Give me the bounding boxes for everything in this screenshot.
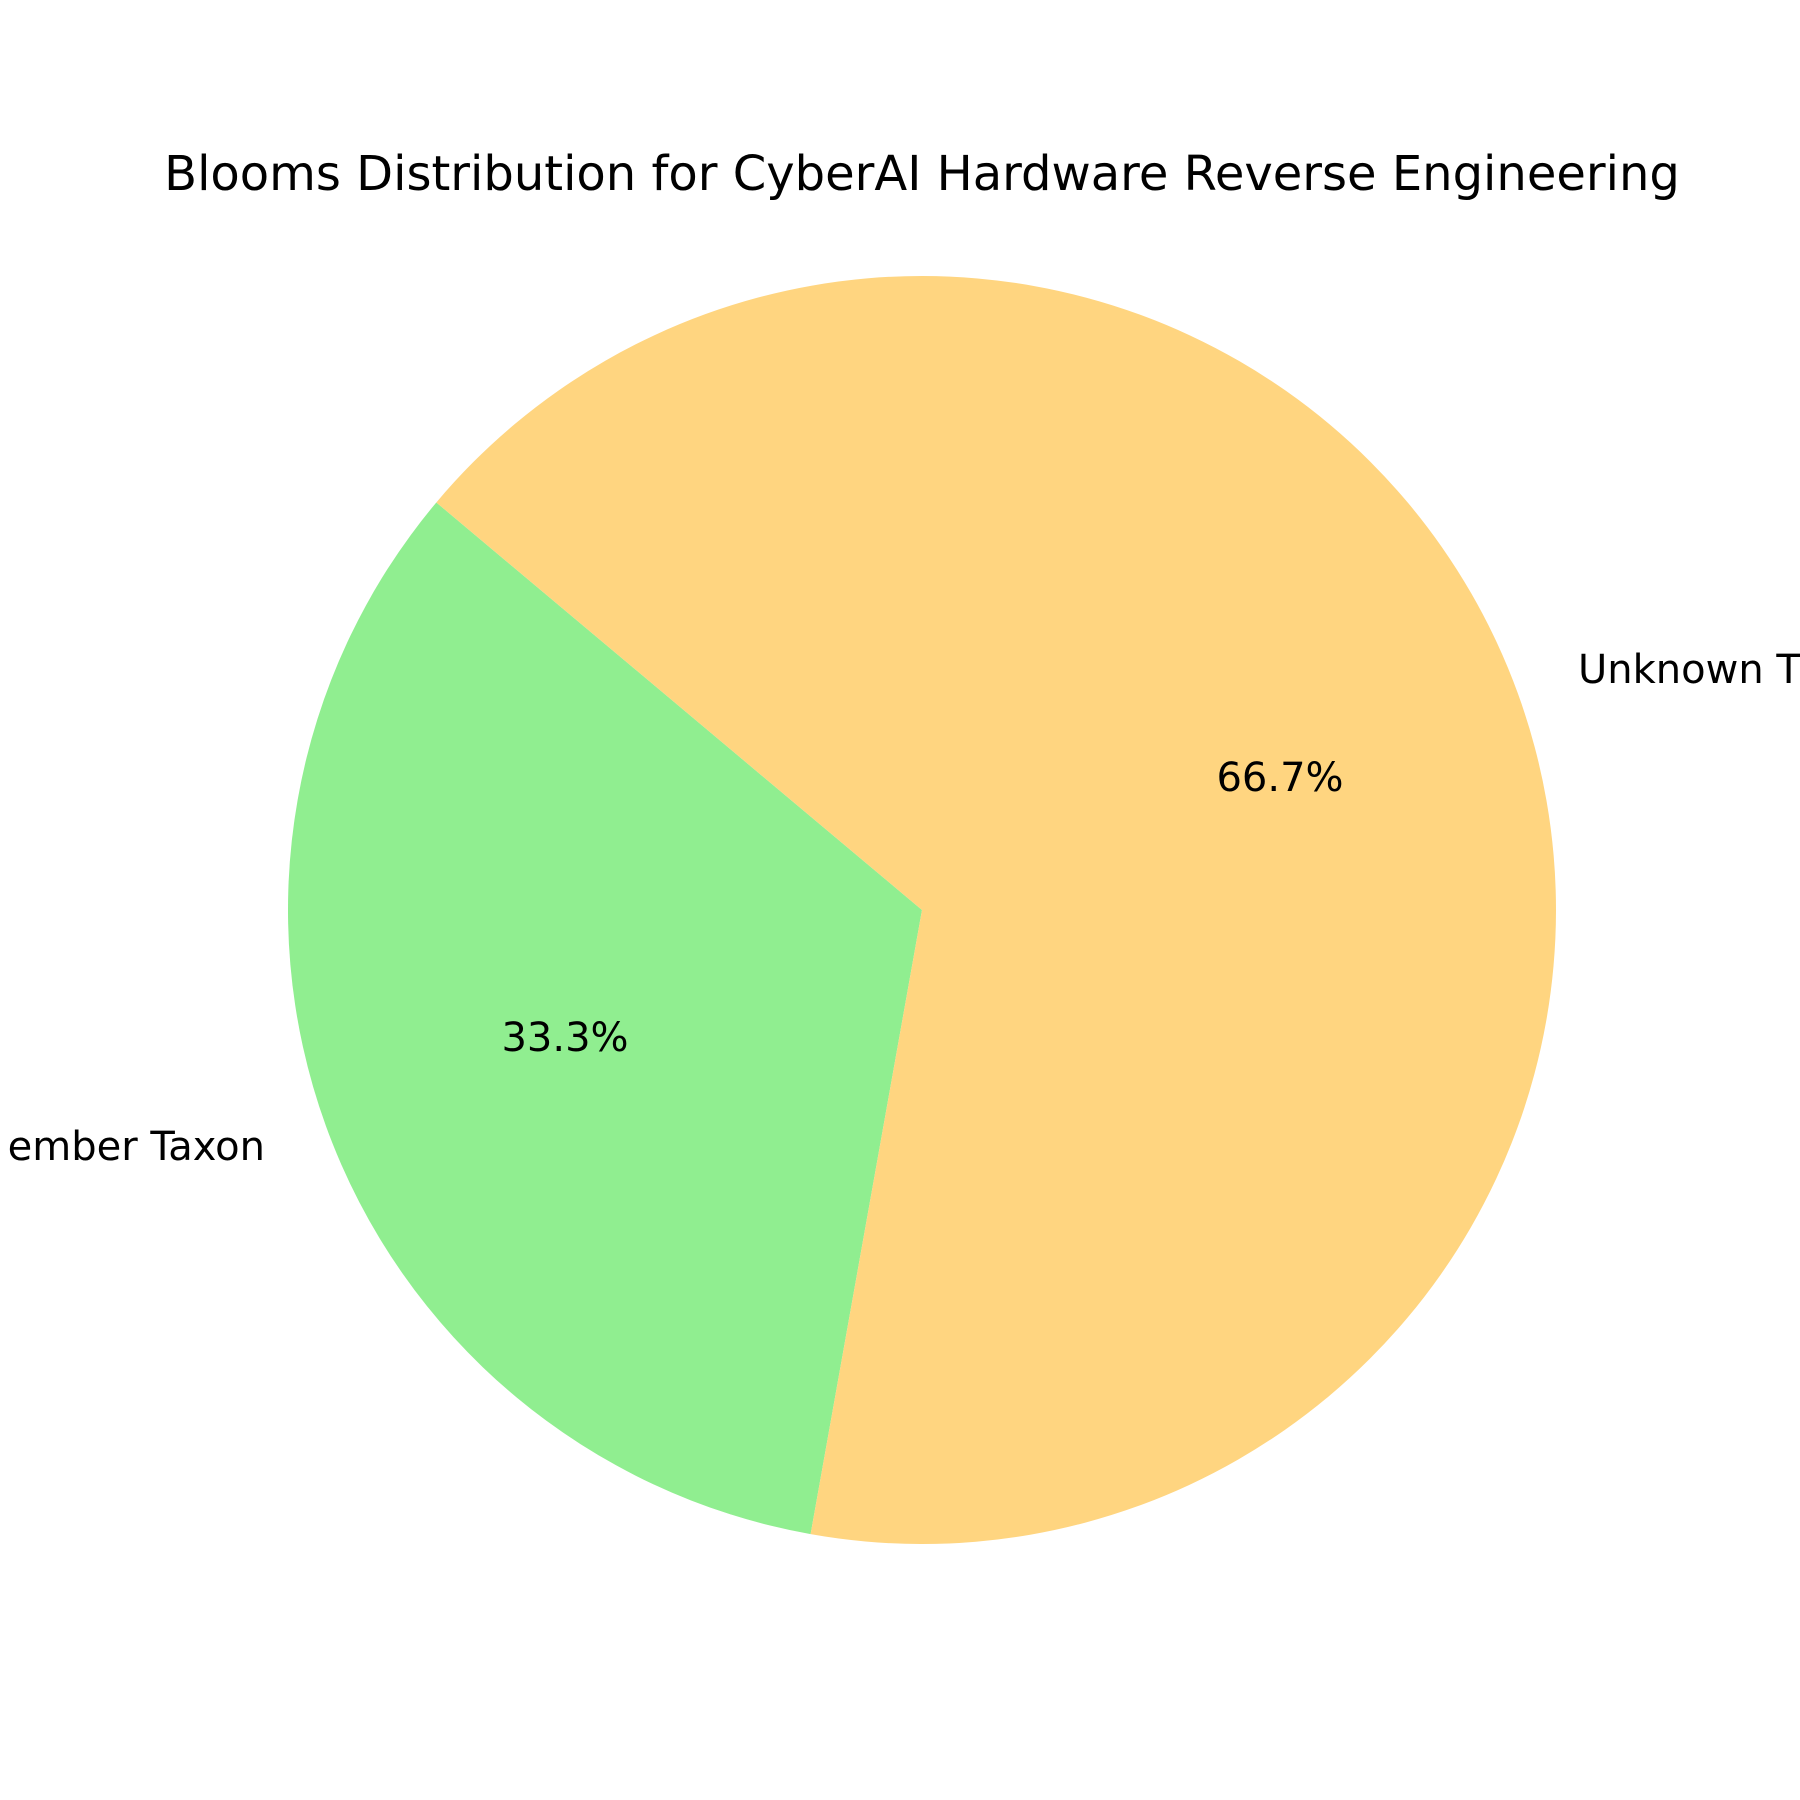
pie-slice-member-taxon bbox=[287, 502, 923, 1535]
slice-pct-member-taxon: 33.3% bbox=[501, 1015, 628, 1061]
pie-slices bbox=[287, 276, 1556, 1545]
slice-label-member-taxon: ember Taxon bbox=[8, 1124, 265, 1170]
chart-title: Blooms Distribution for CyberAI Hardware… bbox=[164, 146, 1680, 202]
pie-slice-unknown bbox=[436, 276, 1556, 1545]
slice-label-unknown: Unknown T bbox=[1578, 647, 1800, 693]
slice-pct-unknown: 66.7% bbox=[1216, 755, 1343, 801]
